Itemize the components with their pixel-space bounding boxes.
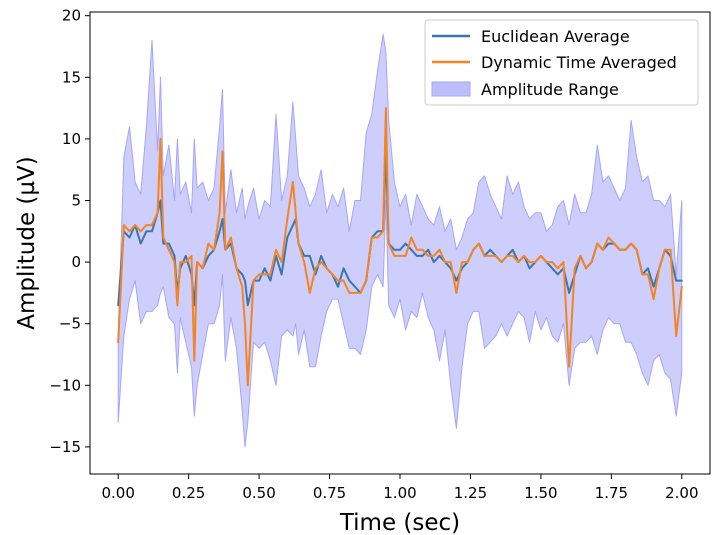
y-tick-label: −15: [49, 438, 81, 456]
y-tick-label: −5: [59, 315, 81, 333]
y-tick-label: 5: [71, 191, 81, 209]
x-tick-label: 1.25: [454, 484, 487, 502]
x-tick-label: 1.75: [595, 484, 628, 502]
x-tick-label: 1.00: [383, 484, 416, 502]
y-tick-label: 15: [62, 68, 81, 86]
legend-box: [424, 19, 699, 106]
x-tick-label: 0.75: [313, 484, 346, 502]
x-axis-label: Time (sec): [339, 510, 460, 535]
amplitude-range-band: [117, 33, 683, 448]
y-tick-label: 0: [71, 253, 81, 271]
y-axis: −15 −10 −5 0 5 10 15 20: [49, 7, 90, 456]
y-axis-label: Amplitude (µV): [14, 156, 40, 330]
legend-label-euclidean: Euclidean Average: [481, 27, 630, 46]
legend-label-dtw: Dynamic Time Averaged: [481, 53, 677, 72]
legend-label-range: Amplitude Range: [481, 80, 619, 99]
x-tick-label: 0.25: [172, 484, 205, 502]
x-tick-label: 2.00: [665, 484, 698, 502]
x-tick-label: 1.50: [524, 484, 557, 502]
x-tick-label: 0.00: [101, 484, 134, 502]
x-tick-label: 0.50: [242, 484, 275, 502]
legend: Euclidean Average Dynamic Time Averaged …: [424, 19, 699, 106]
dynamic-time-averaged-line: [117, 107, 683, 387]
legend-swatch-range: [431, 81, 471, 97]
x-axis: 0.00 0.25 0.50 0.75 1.00 1.25 1.50 1.75 2.00: [101, 474, 699, 502]
y-tick-label: −10: [49, 376, 81, 394]
y-tick-label: 10: [62, 130, 81, 148]
plot-area: [117, 33, 683, 448]
y-tick-label: 20: [62, 7, 81, 25]
